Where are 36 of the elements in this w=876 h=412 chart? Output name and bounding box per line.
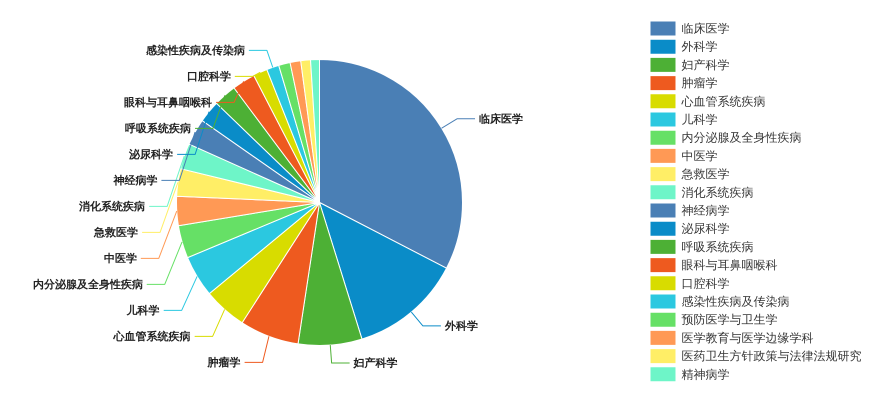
legend-label: 中医学 xyxy=(682,148,718,163)
legend-label: 医学教育与医学边缘学科 xyxy=(682,330,814,345)
legend-label: 急救医学 xyxy=(680,167,730,182)
legend-label: 消化系统疾病 xyxy=(682,185,754,200)
legend-label: 呼吸系统疾病 xyxy=(682,240,754,254)
slice-label: 眼科与耳鼻咽喉科 xyxy=(124,96,212,109)
legend-label: 妇产科学 xyxy=(682,58,730,72)
legend-label: 内分泌腺及全身性疾病 xyxy=(682,130,802,145)
slice-label: 呼吸系统疾病 xyxy=(125,122,192,135)
legend-label: 外科学 xyxy=(682,40,718,54)
slice-label: 心血管系统疾病 xyxy=(112,330,191,343)
slice-label: 妇产科学 xyxy=(352,356,398,370)
slice-label: 急救医学 xyxy=(93,226,138,239)
slice-label: 外科学 xyxy=(444,319,478,332)
legend-label: 医药卫生方针政策与法律法规研究 xyxy=(682,349,862,364)
slice-label: 感染性疾病及传染病 xyxy=(144,44,245,57)
slice-label: 儿科学 xyxy=(126,304,160,317)
slice-label: 神经病学 xyxy=(112,174,158,187)
legend-label: 精神病学 xyxy=(682,367,730,382)
legend-label: 感染性疾病及传染病 xyxy=(682,294,790,308)
legend-label: 神经病学 xyxy=(682,204,730,218)
slice-label: 中医学 xyxy=(104,252,137,265)
legend-label: 临床医学 xyxy=(682,22,730,36)
legend-label: 泌尿科学 xyxy=(682,222,730,236)
legend-label: 眼科与耳鼻咽喉科 xyxy=(682,258,778,272)
slice-label: 泌尿科学 xyxy=(128,148,174,161)
slice-label: 内分泌腺及全身性疾病 xyxy=(32,278,143,291)
slice-label: 临床医学 xyxy=(479,112,524,126)
slice-label: 口腔科学 xyxy=(186,70,231,83)
slice-label: 消化系统疾病 xyxy=(78,200,146,213)
legend-label: 儿科学 xyxy=(682,112,718,126)
slice-label: 肿瘤学 xyxy=(206,356,241,369)
legend-label: 心血管系统疾病 xyxy=(680,94,766,108)
legend-label: 口腔科学 xyxy=(682,276,730,290)
legend-label: 肿瘤学 xyxy=(682,76,718,90)
legend-label: 预防医学与卫生学 xyxy=(682,312,778,327)
